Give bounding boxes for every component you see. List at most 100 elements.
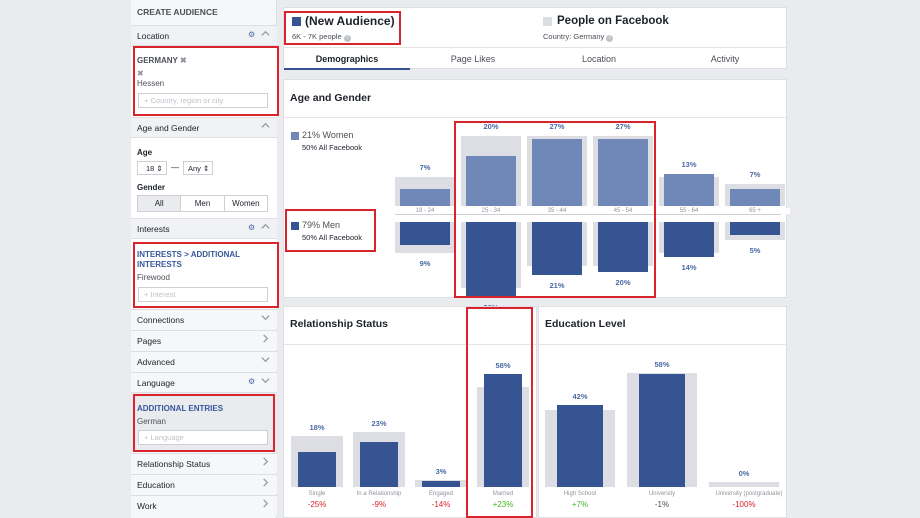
highlight-language — [133, 394, 275, 452]
education-tick-label: High School — [563, 491, 597, 497]
age-gender-panel: Age 18 ⇕ — Any ⇕ Gender All Men Women — [131, 137, 277, 218]
compare-sub-text: Country: Germany — [543, 32, 605, 41]
women-pct: 21% Women — [302, 130, 354, 140]
tab-bar: Demographics Page Likes Location Activit… — [284, 47, 786, 70]
age-tick-label: 65 + — [720, 208, 790, 214]
sidebar-item-connections[interactable]: Connections — [131, 309, 277, 329]
age-to-value: Any — [188, 164, 201, 173]
women-swatch — [291, 132, 299, 140]
location-region: Hessen — [137, 79, 165, 88]
relationship-bar — [360, 442, 398, 487]
women-pct-label: 20% — [483, 122, 499, 131]
sidebar-item-education[interactable]: Education — [131, 474, 277, 494]
men-pct-label: 9% — [419, 259, 431, 268]
sidebar-item-label: Work — [137, 501, 157, 511]
info-icon[interactable]: i — [343, 35, 351, 42]
age-from-select[interactable]: 18 ⇕ — [137, 161, 167, 175]
language-search-input[interactable]: + Language — [138, 430, 268, 445]
age-label: Age — [137, 148, 153, 157]
sidebar-item-label: Interests — [137, 224, 170, 234]
sidebar-item-interests[interactable]: Interests ⚙ — [131, 218, 277, 238]
sidebar-item-location[interactable]: Location ⚙ — [131, 25, 277, 45]
sidebar-item-relationship[interactable]: Relationship Status — [131, 453, 277, 473]
language-panel: ADDITIONAL ENTRIES German + Language — [131, 392, 277, 452]
education-tick-label: University — [648, 491, 676, 497]
women-pct-label: 7% — [419, 163, 431, 172]
location-country: GERMANY — [137, 56, 178, 65]
chevron-right-icon[interactable] — [261, 478, 270, 487]
highlight-interests — [133, 242, 279, 308]
sidebar-item-label: Pages — [137, 336, 162, 346]
relationship-tick-label: In a Relationship — [356, 491, 402, 497]
sidebar-item-pages[interactable]: Pages — [131, 330, 277, 350]
remove-icon[interactable]: ✖ — [179, 56, 187, 65]
audience-size: 6K - 7K people i — [292, 32, 351, 42]
gear-icon[interactable]: ⚙ — [248, 30, 256, 39]
men-bar — [532, 222, 582, 275]
gender-all-button[interactable]: All — [138, 196, 182, 211]
sidebar-title: CREATE AUDIENCE — [137, 7, 218, 17]
relationship-pct-label: 3% — [435, 467, 447, 476]
sidebar-item-language[interactable]: Language ⚙ — [131, 372, 277, 392]
info-icon[interactable]: i — [606, 35, 614, 42]
sidebar-item-label: Relationship Status — [137, 459, 211, 469]
chevron-up-icon[interactable] — [261, 29, 270, 38]
sidebar-item-work[interactable]: Work — [131, 495, 277, 515]
relationship-title: Relationship Status — [290, 318, 389, 330]
highlight-married — [466, 307, 533, 518]
plus-icon: + — [144, 290, 149, 299]
compare-title: People on Facebook — [557, 15, 669, 27]
men-bar — [664, 222, 714, 257]
tab-activity[interactable]: Activity — [710, 54, 740, 64]
sidebar-item-label: Location — [137, 31, 170, 41]
chevron-down-icon[interactable] — [261, 355, 270, 364]
sidebar-item-advanced[interactable]: Advanced — [131, 351, 277, 371]
education-pct-label: 58% — [654, 360, 670, 369]
comparison-bar — [709, 482, 779, 487]
chevron-down-icon[interactable] — [261, 376, 270, 385]
gear-icon[interactable]: ⚙ — [248, 377, 256, 386]
tab-page-likes[interactable]: Page Likes — [450, 54, 496, 64]
location-search-input[interactable]: + Country, region or city — [138, 93, 268, 108]
women-pct-label: 27% — [549, 122, 565, 131]
plus-icon: + — [144, 433, 149, 442]
chevron-up-icon[interactable] — [261, 222, 270, 231]
gender-women-button[interactable]: Women — [232, 199, 260, 208]
sidebar-item-age-gender[interactable]: Age and Gender — [131, 117, 277, 137]
chevron-right-icon[interactable] — [261, 457, 270, 466]
education-delta: +7% — [571, 500, 589, 509]
chevron-down-icon[interactable] — [261, 313, 270, 322]
gender-label: Gender — [137, 183, 166, 192]
chevron-up-icon[interactable] — [261, 121, 270, 130]
interest-search-input[interactable]: + Interest — [138, 287, 268, 302]
gender-axis — [395, 214, 781, 215]
education-delta: -1% — [654, 500, 670, 509]
men-bar — [730, 222, 780, 235]
sidebar: CREATE AUDIENCE Location ⚙ GERMANY ✖ ✖ H… — [131, 0, 277, 518]
age-to-select[interactable]: Any ⇕ — [183, 161, 213, 175]
gear-icon[interactable]: ⚙ — [248, 223, 256, 232]
location-placeholder: Country, region or city — [150, 96, 224, 105]
sidebar-item-label: Advanced — [137, 357, 175, 367]
men-bar — [466, 222, 516, 297]
relationship-bar — [422, 481, 460, 487]
relationship-pct-label: 18% — [309, 423, 325, 432]
audience-title: (New Audience) — [305, 14, 395, 28]
interest-placeholder: Interest — [150, 290, 176, 299]
relationship-tick-label: Married — [492, 491, 514, 497]
chevron-right-icon[interactable] — [261, 334, 270, 343]
tab-location[interactable]: Location — [581, 54, 617, 64]
relationship-pct-label: 58% — [495, 360, 511, 370]
location-panel: GERMANY ✖ ✖ Hessen + Country, region or … — [131, 45, 277, 117]
education-title: Education Level — [545, 318, 626, 330]
language-placeholder: Language — [150, 433, 184, 442]
highlight-location — [133, 46, 279, 116]
women-bar — [598, 138, 648, 206]
education-bar — [639, 373, 685, 487]
women-bar — [664, 173, 714, 206]
audience-size-text: 6K - 7K people — [292, 32, 342, 41]
gender-men-button[interactable]: Men — [181, 196, 225, 211]
chevron-right-icon[interactable] — [261, 499, 270, 508]
remove-icon[interactable]: ✖ — [137, 69, 144, 78]
tab-demographics[interactable]: Demographics — [315, 54, 379, 64]
